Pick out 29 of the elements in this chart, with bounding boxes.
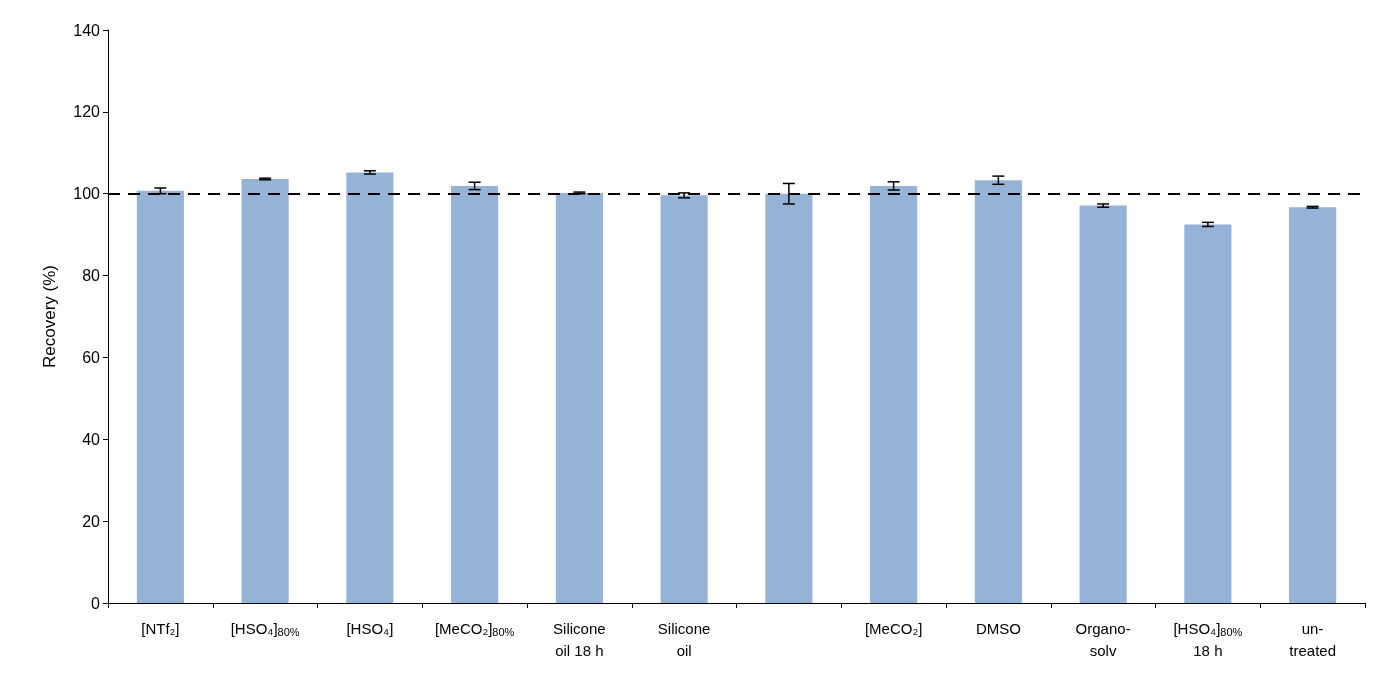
bar <box>1289 207 1337 603</box>
x-tick-label: un- treated <box>1289 619 1336 659</box>
bar <box>136 190 184 603</box>
x-tick-label: Silicone oil 18 h <box>553 619 606 659</box>
y-tick-label: 60 <box>82 348 101 366</box>
bar <box>765 193 813 603</box>
y-tick-label: 120 <box>73 103 101 121</box>
x-tick-label: Organo- solv <box>1075 619 1131 659</box>
bar <box>974 180 1022 603</box>
x-tick-label: [HSO₄] <box>346 619 394 637</box>
bar <box>1184 224 1232 603</box>
y-tick-label: 140 <box>73 21 101 39</box>
y-tick-label: 100 <box>73 185 101 203</box>
x-tick-label: DMSO <box>975 619 1021 637</box>
y-axis-title: Recovery (%) <box>40 265 59 368</box>
bar <box>555 192 603 603</box>
bar <box>870 185 918 603</box>
bar <box>1079 205 1127 603</box>
bar <box>451 185 499 603</box>
y-tick-label: 80 <box>82 267 101 285</box>
bar <box>346 172 394 603</box>
y-tick-label: 0 <box>91 594 101 612</box>
y-tick-label: 40 <box>82 430 101 448</box>
bar <box>241 178 289 603</box>
x-tick-label: [NTf₂] <box>141 619 180 637</box>
y-tick-label: 20 <box>82 512 101 530</box>
bar <box>660 195 708 603</box>
x-tick-label: [MeCO₂] <box>864 619 923 637</box>
x-tick-label: Silicone oil <box>657 619 711 659</box>
